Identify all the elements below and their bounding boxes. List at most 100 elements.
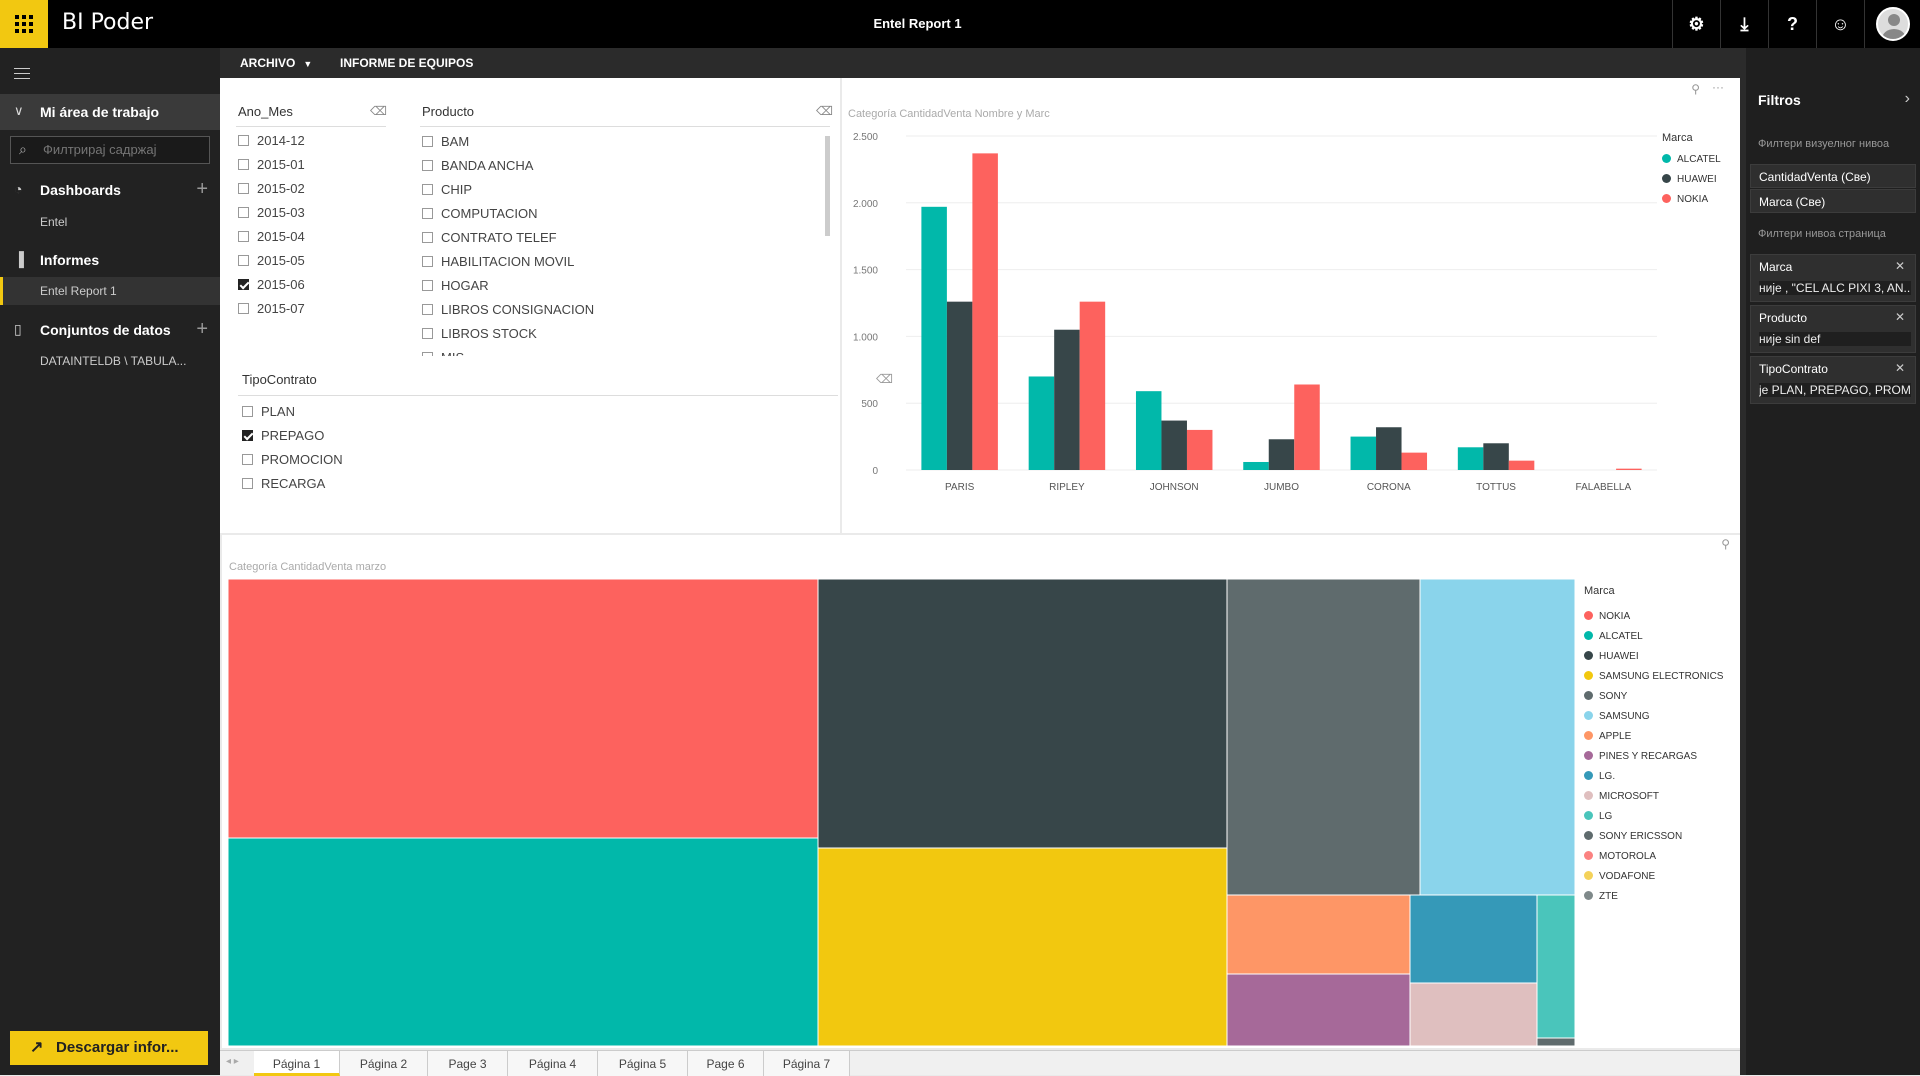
nav-dashboards[interactable]: ◔ Dashboards + [0, 178, 220, 204]
checkbox-icon[interactable] [422, 184, 433, 195]
help-button[interactable]: ? [1768, 0, 1816, 48]
legend-item[interactable]: MICROSOFT [1584, 791, 1659, 802]
pin-icon[interactable]: ⚲ [1721, 537, 1730, 551]
page-filter-tipocontrato[interactable]: TipoContrato ✕ je PLAN, PREPAGO, PROM... [1750, 356, 1916, 404]
slicer-item-ano-mes[interactable]: 2015-07 [238, 301, 305, 321]
add-dashboard-icon[interactable]: + [196, 178, 208, 200]
bar-nokia-falabella[interactable] [1616, 468, 1642, 470]
slicer-item-ano-mes[interactable]: 2014-12 [238, 133, 305, 153]
slicer-item-ano-mes[interactable]: 2015-01 [238, 157, 305, 177]
treemap-panel[interactable]: ⚲ Categoría CantidadVenta marzo Marca NO… [222, 535, 1740, 1048]
slicer-item-tipo-contrato[interactable]: PLAN [242, 404, 295, 424]
page-filter-marca[interactable]: Marca ✕ није , "CEL ALC PIXI 3, AN... [1750, 254, 1916, 302]
bar-huawei-paris[interactable] [946, 301, 973, 470]
bar-nokia-johnson[interactable] [1186, 429, 1213, 470]
nav-item-entel-report[interactable]: Entel Report 1 [0, 277, 220, 305]
page-tab-7[interactable]: Página 7 [764, 1051, 850, 1076]
legend-item[interactable]: LG [1584, 811, 1612, 822]
bar-nokia-ripley[interactable] [1079, 301, 1106, 470]
legend-item[interactable]: SAMSUNG [1584, 711, 1650, 722]
checkbox-icon[interactable] [242, 454, 253, 465]
report-name-menu[interactable]: INFORME DE EQUIPOS [340, 56, 474, 70]
bar-alcatel-johnson[interactable] [1135, 391, 1162, 470]
legend-item[interactable]: VODAFONE [1584, 871, 1655, 882]
bar-huawei-johnson[interactable] [1161, 420, 1187, 470]
slicer-item-producto[interactable]: COMPUTACION [422, 206, 538, 226]
slicer-item-producto[interactable]: HOGAR [422, 278, 489, 298]
brand-name[interactable]: BI Poder [62, 10, 154, 35]
treemap-tile-samsung-electronics[interactable] [817, 847, 1228, 1047]
checkbox-icon[interactable] [238, 207, 249, 218]
bar-huawei-tottus[interactable] [1483, 443, 1509, 470]
slicer-item-tipo-contrato[interactable]: PROMOCION [242, 452, 343, 472]
tab-scroll-arrows[interactable]: ◂ ▸ [226, 1056, 239, 1067]
eraser-icon[interactable]: ⌫ [876, 372, 893, 386]
treemap-tile-lg[interactable] [1536, 894, 1576, 1039]
slicer-item-producto[interactable]: CHIP [422, 182, 472, 202]
workspace-header[interactable]: ∨ Mi área de trabajo [0, 94, 220, 130]
slicer-item-producto[interactable]: BANDA ANCHA [422, 158, 533, 178]
app-launcher-button[interactable] [0, 0, 48, 48]
page-tab-4[interactable]: Página 4 [508, 1051, 598, 1076]
close-icon[interactable]: ✕ [1894, 361, 1905, 375]
checkbox-icon[interactable] [422, 136, 433, 147]
slicer-item-tipo-contrato[interactable]: RECARGA [242, 476, 325, 496]
treemap-tile-sony[interactable] [1226, 579, 1421, 896]
slicer-item-ano-mes[interactable]: 2015-05 [238, 253, 305, 273]
checkbox-icon[interactable] [238, 135, 249, 146]
treemap-tile-microsoft[interactable] [1409, 982, 1538, 1047]
settings-button[interactable]: ⚙ [1672, 0, 1720, 48]
eraser-icon[interactable]: ⌫ [816, 104, 833, 118]
slicer-item-producto[interactable]: CONTRATO TELEF [422, 230, 557, 250]
checkbox-icon[interactable] [422, 232, 433, 243]
checkbox-icon[interactable] [238, 159, 249, 170]
legend-item[interactable]: NOKIA [1662, 194, 1708, 205]
download-button[interactable]: ⤓ [1720, 0, 1768, 48]
checkbox-icon[interactable] [422, 208, 433, 219]
bar-alcatel-ripley[interactable] [1028, 376, 1055, 470]
checkbox-checked-icon[interactable] [242, 430, 253, 441]
bar-nokia-tottus[interactable] [1508, 460, 1535, 470]
legend-item[interactable]: MOTOROLA [1584, 851, 1656, 862]
checkbox-icon[interactable] [238, 231, 249, 242]
treemap-tile-alcatel[interactable] [228, 837, 819, 1047]
checkbox-icon[interactable] [238, 303, 249, 314]
legend-item[interactable]: NOKIA [1584, 611, 1630, 622]
file-menu[interactable]: ARCHIVO ▼ [240, 56, 312, 70]
slicer-item-tipo-contrato[interactable]: PREPAGO [242, 428, 324, 448]
checkbox-icon[interactable] [422, 280, 433, 291]
nav-reports[interactable]: ▐ Informes [0, 248, 220, 274]
page-tab-5[interactable]: Página 5 [598, 1051, 688, 1076]
nav-item-entel[interactable]: Entel [0, 208, 220, 236]
close-icon[interactable]: ✕ [1894, 259, 1905, 273]
legend-item[interactable]: PINES Y RECARGAS [1584, 751, 1697, 762]
download-report-button[interactable]: ↗ Descargar infor... [10, 1031, 208, 1065]
nav-item-dataset[interactable]: DATAINTELDB \ TABULA... [0, 347, 220, 375]
bar-huawei-jumbo[interactable] [1268, 439, 1295, 470]
treemap-tile-samsung[interactable] [1419, 579, 1576, 896]
slicer-item-producto[interactable]: HABILITACION MOVIL [422, 254, 574, 274]
legend-item[interactable]: HUAWEI [1662, 174, 1717, 185]
checkbox-icon[interactable] [422, 304, 433, 315]
chevron-right-icon[interactable]: › [1904, 90, 1910, 107]
legend-item[interactable]: LG. [1584, 771, 1615, 782]
bar-huawei-ripley[interactable] [1054, 329, 1080, 470]
checkbox-icon[interactable] [242, 406, 253, 417]
visual-filter-marca[interactable]: Marca (Све) [1750, 189, 1916, 213]
checkbox-icon[interactable] [242, 478, 253, 489]
legend-item[interactable]: SONY ERICSSON [1584, 831, 1682, 842]
slicer-item-producto[interactable]: LIBROS CONSIGNACION [422, 302, 594, 322]
bar-chart-panel[interactable]: ⚲ ··· Categoría CantidadVenta Nombre y M… [842, 78, 1740, 533]
bar-alcatel-corona[interactable] [1350, 436, 1377, 470]
slicer-item-producto[interactable]: BAM [422, 134, 469, 154]
treemap-tile-sony-ericsson[interactable] [1536, 1037, 1576, 1047]
slicer-scroll-producto[interactable]: BAM BANDA ANCHA CHIP COMPUTACION CONTRATO TE… [420, 134, 830, 356]
pin-icon[interactable]: ⚲ [1691, 82, 1700, 96]
legend-item[interactable]: ZTE [1584, 891, 1618, 902]
checkbox-checked-icon[interactable] [238, 279, 249, 290]
legend-item[interactable]: ALCATEL [1584, 631, 1643, 642]
legend-item[interactable]: HUAWEI [1584, 651, 1639, 662]
slicer-item-producto[interactable]: MIS [422, 350, 464, 356]
legend-item[interactable]: SAMSUNG ELECTRONICS [1584, 671, 1723, 682]
visual-filter-cantidadventa[interactable]: CantidadVenta (Све) [1750, 164, 1916, 188]
